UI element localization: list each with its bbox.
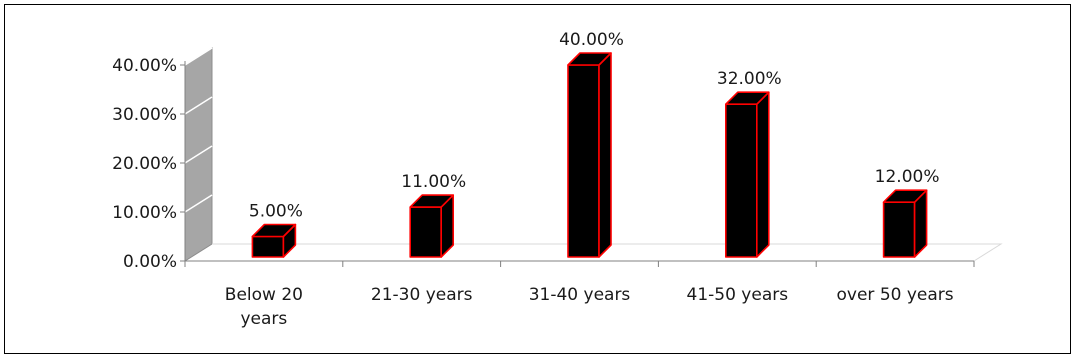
bar-top-face xyxy=(409,194,455,208)
floor-outline xyxy=(212,243,1003,262)
x-axis-tick-labels: Below 20 years 21-30 years 31-40 years 41-50… xyxy=(225,285,954,329)
bar xyxy=(251,223,297,258)
bar-side-face xyxy=(755,91,770,258)
chart-frame: 0.00% 10.00% 20.00% 30.00% 40.00% 5.00% 11.00… xyxy=(4,4,1071,354)
bar-top-face xyxy=(567,52,612,66)
y-axis-tick-labels: 0.00% 10.00% 20.00% 30.00% 40.00% xyxy=(112,56,177,272)
data-label: 5.00% xyxy=(249,202,303,222)
x-tick-label: over 50 years xyxy=(837,285,954,305)
data-label: 11.00% xyxy=(401,172,466,192)
x-tick-label: 41-50 years xyxy=(687,285,789,305)
y-tick-label: 30.00% xyxy=(112,105,177,125)
bar-side-face xyxy=(598,52,612,258)
bar-front-face xyxy=(567,64,600,258)
gridline xyxy=(184,96,213,115)
bar-front-face xyxy=(251,235,285,258)
data-label: 40.00% xyxy=(559,30,624,50)
bar-front-face xyxy=(409,206,443,258)
gridline xyxy=(184,47,213,66)
bar-front-face xyxy=(882,201,916,258)
bars xyxy=(251,52,928,258)
data-label: 32.00% xyxy=(717,69,782,89)
data-label: 12.00% xyxy=(875,167,940,187)
y-tick-label: 40.00% xyxy=(112,56,177,76)
y-tick-label: 20.00% xyxy=(112,154,177,174)
x-tick-label: 21-30 years xyxy=(371,285,473,305)
gridlines xyxy=(184,47,213,213)
bar xyxy=(724,91,770,258)
bar xyxy=(409,194,455,258)
bar-top-face xyxy=(251,223,297,238)
bar-top-face xyxy=(882,189,928,203)
x-tick-label: Below 20 years xyxy=(225,285,303,329)
y-tick-label: 10.00% xyxy=(112,203,177,223)
data-labels: 5.00% 11.00% 40.00% 32.00% 12.00% xyxy=(249,30,940,222)
bar xyxy=(567,52,612,258)
bar-chart: 0.00% 10.00% 20.00% 30.00% 40.00% 5.00% 11.00… xyxy=(112,30,1003,329)
bar-top-face xyxy=(724,91,770,105)
gridline xyxy=(184,194,213,213)
y-tick-label: 0.00% xyxy=(123,252,177,272)
x-tick-label: 31-40 years xyxy=(529,285,631,305)
bar xyxy=(882,189,928,258)
axes xyxy=(180,61,975,267)
bar-front-face xyxy=(724,103,758,258)
gridline xyxy=(184,145,213,164)
